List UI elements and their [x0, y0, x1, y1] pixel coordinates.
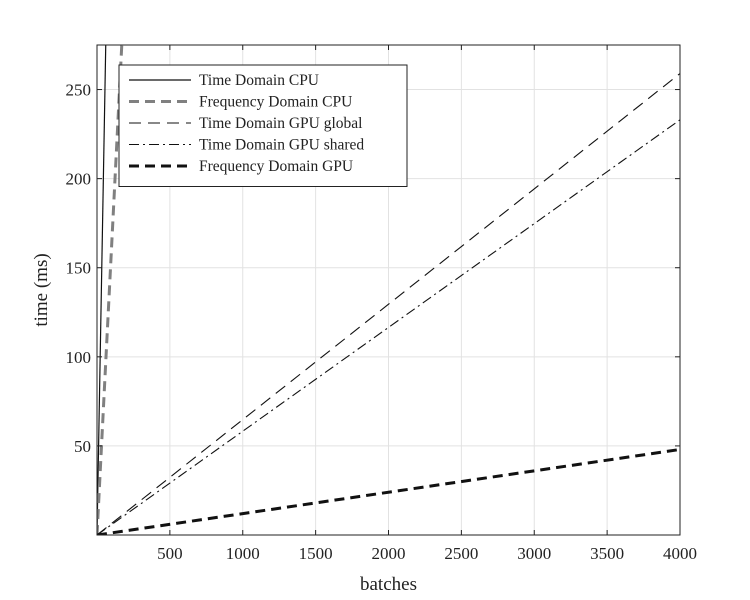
y-tick-label: 50: [74, 437, 91, 456]
x-tick-label: 2000: [372, 544, 406, 563]
legend-label-3: Time Domain GPU global: [199, 115, 362, 132]
y-tick-label: 200: [66, 170, 92, 189]
y-axis-ticks: 50 100 150 200 250: [66, 81, 680, 456]
y-axis-title: time (ms): [31, 253, 52, 326]
series-line-1: [97, 45, 107, 535]
x-tick-label: 1000: [226, 544, 260, 563]
series-line-5: [97, 447, 680, 535]
y-tick-label: 250: [66, 81, 92, 100]
x-tick-label: 500: [157, 544, 183, 563]
x-axis-title: batches: [360, 574, 417, 595]
series-line-3: [97, 73, 680, 535]
y-tick-label: 100: [66, 348, 92, 367]
x-tick-label: 1500: [299, 544, 333, 563]
legend-label-5: Frequency Domain GPU: [199, 158, 353, 175]
legend-label-1: Time Domain CPU: [199, 72, 319, 89]
x-tick-label: 3000: [517, 544, 551, 563]
plot-series: [97, 45, 680, 535]
x-tick-label: 2500: [444, 544, 478, 563]
legend-label-2: Frequency Domain CPU: [199, 94, 352, 111]
x-axis-ticks: 500 1000 1500 2000 2500 3000 3500 4000: [157, 45, 697, 563]
y-tick-label: 150: [66, 259, 92, 278]
x-tick-label: 3500: [590, 544, 624, 563]
legend: Time Domain CPU Frequency Domain CPU Time …: [118, 64, 408, 187]
x-tick-label: 4000: [663, 544, 697, 563]
series-line-2: [97, 45, 124, 535]
legend-label-4: Time Domain GPU shared: [199, 137, 364, 154]
